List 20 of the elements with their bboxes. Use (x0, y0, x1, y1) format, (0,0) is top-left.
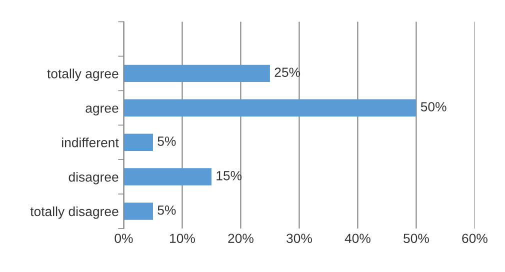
bar (124, 168, 212, 186)
x-tick-label: 0% (114, 234, 133, 244)
data-label: 5% (158, 206, 176, 215)
x-tick-label: 40% (344, 234, 370, 244)
y-tick-label: totally disagree (30, 206, 118, 219)
data-label: 50% (420, 102, 446, 112)
y-tick-label: agree (86, 106, 118, 116)
bar (124, 202, 153, 220)
x-tick-label: 10% (170, 234, 195, 244)
x-tick-label: 20% (228, 234, 254, 244)
y-tick-label: totally agree (47, 68, 118, 81)
x-tick-label: 50% (404, 234, 429, 244)
y-tick-label: indifferent (62, 138, 119, 148)
x-tick-label: 60% (462, 234, 488, 244)
bar (124, 99, 416, 117)
data-label: 5% (158, 136, 176, 146)
y-tick-label: disagree (68, 172, 118, 184)
bar (124, 134, 153, 151)
bar (124, 64, 270, 82)
x-tick-label: 30% (286, 234, 312, 244)
